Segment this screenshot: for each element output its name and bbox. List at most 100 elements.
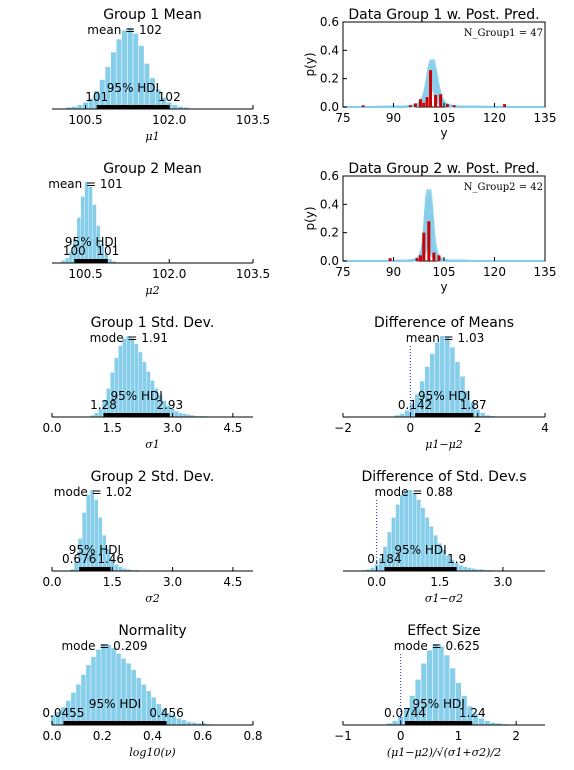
histogram-bar: [136, 678, 141, 725]
stat-label: mean = 101: [48, 177, 123, 191]
histogram-bar: [98, 517, 103, 571]
histogram-bar: [370, 567, 375, 571]
histogram-bar: [403, 708, 410, 725]
histogram-bar: [80, 196, 85, 263]
x-tick-label: 90: [386, 111, 401, 125]
stat-label: mean = 102: [87, 23, 162, 37]
histogram-bar: [94, 412, 99, 417]
y-tick-label: 0.6: [320, 15, 339, 29]
hdi-high-label: 1.24: [459, 706, 486, 720]
data-histogram-bar: [425, 97, 429, 107]
histogram-bar: [71, 106, 77, 109]
histogram-bar: [73, 238, 77, 263]
histogram-bar: [176, 718, 182, 725]
x-tick-label: 135: [534, 111, 557, 125]
histogram-bar: [114, 564, 119, 571]
data-histogram-bar: [408, 105, 412, 107]
histogram-bar: [190, 415, 195, 417]
histogram-bar: [111, 648, 116, 725]
y-tick-label: 0.4: [320, 43, 339, 57]
hdi-high-label: 1.46: [97, 552, 124, 566]
posterior-predictive-curve: [343, 206, 545, 262]
histogram-bar: [78, 538, 82, 571]
histogram-bar: [77, 104, 83, 109]
histogram-bar: [110, 558, 115, 571]
histogram-bar: [186, 414, 191, 417]
x-tick-label: 1.5: [103, 421, 122, 435]
histogram-bar: [127, 28, 133, 109]
posterior-predictive-curve: [343, 207, 545, 262]
histogram-bar: [442, 549, 446, 571]
histogram-bar: [458, 565, 463, 571]
histogram-bar: [110, 52, 116, 109]
histogram-bar: [463, 566, 467, 571]
histogram-bar: [77, 217, 81, 263]
x-tick-label: 135: [534, 265, 557, 279]
histogram-bar: [170, 408, 175, 417]
histogram-bar: [399, 413, 405, 417]
panel-pp1: Data Group 1 w. Post. Pred. 75 90 105 120 135…: [303, 7, 556, 140]
histogram-bar: [478, 718, 485, 725]
histogram-bar: [429, 526, 434, 571]
x-tick-label: 4.5: [223, 421, 242, 435]
y-tick-label: 0.0: [320, 100, 339, 114]
histogram-bar: [105, 66, 111, 109]
histogram-bar: [116, 39, 122, 110]
data-histogram-bar: [413, 103, 417, 107]
x-tick-label: 3.0: [493, 575, 512, 589]
hdi-high-label: 2.93: [156, 398, 183, 412]
histogram-bar: [66, 700, 71, 725]
histogram-bar: [392, 720, 398, 725]
stat-label: mode = 1.02: [54, 485, 132, 499]
x-tick-label: 0: [407, 421, 415, 435]
data-histogram-bar: [434, 94, 438, 107]
histogram-bar: [171, 716, 177, 725]
histogram-bar: [460, 376, 465, 417]
chart-title: Group 2 Mean: [103, 161, 202, 177]
histogram-bar: [118, 345, 123, 417]
histogram-bar: [490, 722, 496, 725]
hdi-high-label: 101: [96, 244, 119, 258]
histogram-bar: [432, 644, 438, 725]
histogram-bar: [118, 566, 123, 571]
chart-title: Group 1 Mean: [103, 7, 202, 23]
x-axis-label: y: [440, 126, 447, 140]
histogram-bar: [470, 402, 475, 417]
histogram-bar: [415, 679, 421, 725]
x-tick-label: 105: [433, 265, 456, 279]
x-tick-label: 3.0: [163, 575, 182, 589]
histogram-bar: [155, 89, 161, 109]
x-tick-label: 0.8: [243, 729, 262, 743]
histogram-bar: [424, 366, 430, 417]
stat-label: mode = 0.209: [61, 639, 147, 653]
histogram-bar: [134, 344, 139, 417]
hdi-label: 95% HDI: [110, 389, 162, 403]
histogram-bar: [182, 413, 187, 417]
panel-effect: Effect Size −1 0 1 2 (μ1−μ2)/√(σ1+σ2)/2 95% HD…: [334, 623, 545, 759]
x-tick-label: 0.4: [143, 729, 162, 743]
histogram-bar: [440, 336, 445, 417]
x-tick-label: 75: [335, 111, 350, 125]
posterior-predictive-curve: [343, 202, 545, 262]
histogram-bar: [461, 695, 467, 725]
histogram-bar: [174, 411, 179, 417]
histogram-bar: [450, 559, 455, 571]
data-histogram-bar: [388, 258, 392, 261]
sample-size-label: N_Group1 = 47: [464, 28, 543, 39]
x-tick-label: 4: [541, 421, 549, 435]
x-tick-label: 103.5: [236, 267, 270, 281]
x-tick-label: 120: [483, 111, 506, 125]
histogram-bar: [84, 182, 89, 263]
data-histogram-bar: [437, 255, 441, 261]
data-histogram-bar: [422, 102, 426, 107]
data-histogram-bar: [415, 258, 419, 261]
data-histogram-bar: [445, 104, 449, 107]
histogram-bar: [126, 336, 131, 417]
histogram-bar: [414, 394, 420, 417]
histogram-bar: [88, 98, 94, 109]
histogram-bar: [178, 412, 183, 417]
chart-title: Effect Size: [407, 623, 480, 639]
stat-label: mode = 1.91: [90, 331, 168, 345]
histogram-bar: [94, 91, 100, 109]
histogram-bar: [421, 663, 427, 725]
